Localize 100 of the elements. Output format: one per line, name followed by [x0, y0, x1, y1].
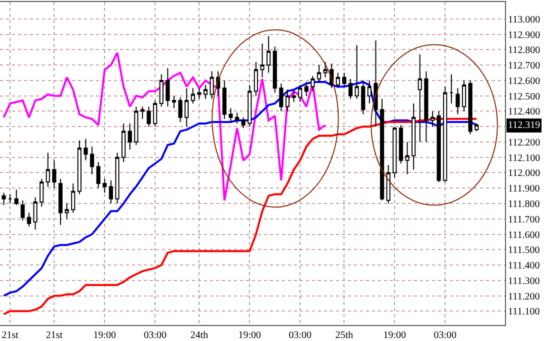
y-tick-label: 111.800	[508, 198, 540, 210]
candlestick	[474, 123, 479, 132]
x-tick-label: 03:00	[288, 330, 312, 341]
x-tick-label: 19:00	[238, 330, 262, 341]
y-tick-label: 111.400	[508, 260, 540, 272]
candlestick	[122, 123, 126, 162]
candlestick	[46, 152, 50, 188]
y-tick-label: 112.200	[508, 137, 540, 148]
candlestick	[443, 86, 448, 182]
y-tick-label: 112.700	[508, 60, 540, 72]
candlestick	[8, 194, 12, 204]
candlestick	[102, 178, 107, 194]
candlestick	[77, 140, 82, 195]
y-tick-label: 111.900	[508, 184, 540, 195]
candlestick	[323, 61, 328, 78]
line-series	[2, 52, 326, 202]
candlestick	[386, 164, 390, 204]
candlestick	[260, 43, 264, 78]
y-tick-label: 112.500	[508, 91, 540, 102]
candlestick	[436, 110, 441, 182]
candlestick	[342, 72, 346, 88]
candlestick	[197, 88, 202, 100]
candlestick	[153, 100, 158, 128]
candlestick	[90, 146, 94, 175]
candlestick	[418, 54, 422, 142]
line-series	[2, 80, 478, 297]
y-tick-label: 112.000	[508, 168, 540, 180]
candlestick	[310, 75, 315, 92]
candlestick	[166, 68, 170, 108]
candlestick	[398, 124, 404, 164]
candlestick	[235, 112, 240, 124]
candlestick	[316, 64, 322, 82]
candlestick	[248, 84, 252, 128]
x-tick-label: 03:00	[144, 330, 166, 341]
candlestick	[203, 84, 208, 100]
candlestick	[292, 90, 296, 102]
candlestick	[108, 180, 114, 204]
y-tick-label: 111.700	[508, 214, 540, 226]
x-tick-label: 24th	[190, 330, 208, 341]
candlestick	[336, 72, 340, 89]
candlestick	[2, 192, 6, 206]
candlestick	[33, 196, 38, 230]
y-tick-label: 111.300	[508, 276, 540, 287]
x-tick-label: 21st	[46, 330, 63, 341]
candlestick	[58, 178, 63, 226]
candlestick	[228, 108, 233, 122]
candlestick	[115, 152, 120, 204]
y-tick-label: 112.800	[508, 45, 540, 56]
candlestick	[361, 80, 366, 115]
candlestick	[380, 98, 384, 201]
candlestick	[172, 95, 176, 109]
candlestick	[134, 106, 138, 146]
y-tick-label: 112.100	[508, 152, 540, 164]
candlestick	[146, 106, 151, 128]
candlestick	[222, 80, 226, 120]
candlestick	[184, 88, 189, 128]
candlestick	[424, 70, 428, 142]
text: 112.319	[508, 120, 540, 131]
x-tick-label: 19:00	[93, 330, 116, 341]
candlestick	[348, 78, 353, 100]
candlestick	[392, 126, 397, 178]
candlestick	[285, 89, 290, 112]
candlestick	[40, 178, 44, 208]
y-tick-label: 111.100	[508, 306, 540, 318]
candlestick	[128, 123, 132, 150]
candlestick	[26, 212, 32, 228]
candlestick	[304, 81, 308, 96]
x-tick-label: 19:00	[383, 330, 406, 341]
x-tick-label: 03:00	[434, 330, 456, 341]
candlestick	[412, 103, 416, 170]
x-tick-label: 25th	[335, 330, 354, 341]
candlestick	[374, 40, 378, 128]
candlestick	[405, 141, 410, 175]
candlestick	[210, 70, 214, 100]
candlestick	[159, 74, 164, 108]
candlestick	[84, 138, 88, 161]
y-tick-label: 112.900	[508, 30, 540, 41]
candlestick	[354, 44, 359, 100]
candlestick	[298, 84, 302, 102]
line-series	[2, 118, 478, 316]
candlestick	[254, 61, 258, 96]
candlestick	[367, 80, 372, 104]
y-tick-label: 111.200	[508, 291, 540, 302]
y-tick-label: 112.400	[508, 106, 540, 118]
candlestick	[462, 80, 466, 112]
candlestick	[64, 202, 69, 220]
candlestick	[52, 160, 56, 189]
candlestick	[279, 83, 284, 112]
candlestick	[430, 110, 435, 128]
candlestick	[449, 74, 454, 104]
candlestick	[96, 161, 100, 189]
candlestick	[140, 106, 145, 120]
candlestick	[456, 88, 460, 115]
candlestick	[272, 46, 277, 94]
candlestick	[468, 80, 472, 135]
candlestick	[190, 88, 195, 104]
candlestick	[266, 35, 271, 74]
y-tick-label: 113.000	[508, 14, 540, 26]
y-tick-label: 112.600	[508, 76, 540, 87]
candlestick	[14, 189, 18, 206]
